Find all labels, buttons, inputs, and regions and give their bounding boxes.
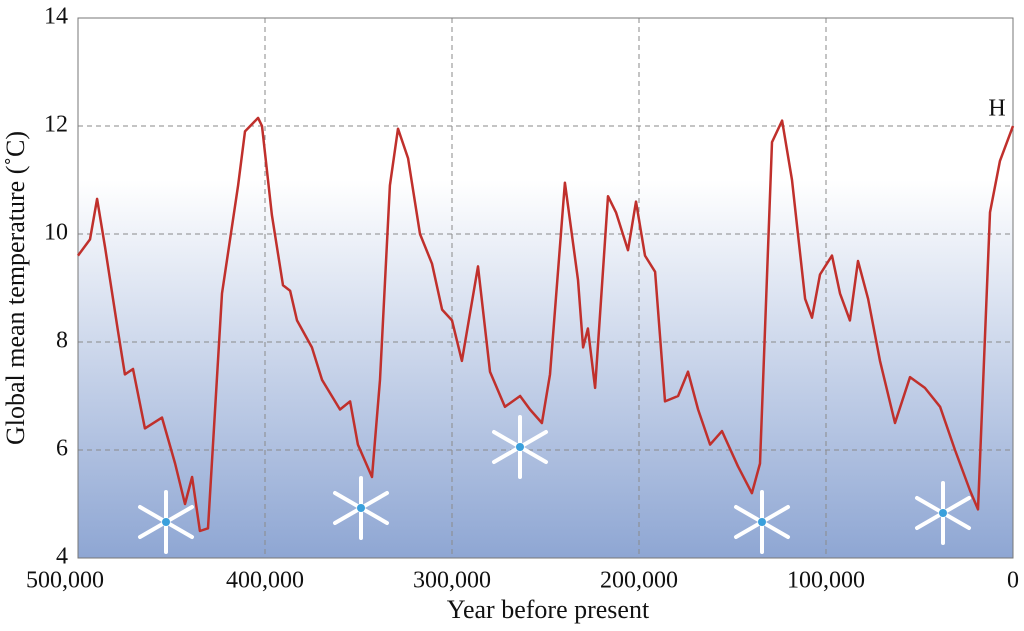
x-tick-label: 100,000 <box>787 568 865 594</box>
x-tick-label: 400,000 <box>226 568 304 594</box>
plot-border <box>77 17 1014 559</box>
y-tick-label: 10 <box>44 220 68 246</box>
y-tick-label: 6 <box>56 436 68 462</box>
temperature-line <box>76 116 1015 533</box>
x-tick-label: 500,000 <box>26 568 104 594</box>
annotation: H <box>988 96 1005 122</box>
x-axis-label: Year before present <box>447 595 650 624</box>
y-axis-label: Global mean temperature (˚C) <box>1 131 30 445</box>
y-tick-label: 14 <box>44 4 68 30</box>
y-tick-label: 8 <box>56 328 68 354</box>
x-tick-label: 200,000 <box>600 568 678 594</box>
x-tick-label: 0 <box>1007 568 1019 594</box>
y-tick-label: 4 <box>56 544 68 570</box>
plot-area <box>78 18 1013 558</box>
x-tick-label: 300,000 <box>413 568 491 594</box>
y-tick-label: 12 <box>44 112 68 138</box>
